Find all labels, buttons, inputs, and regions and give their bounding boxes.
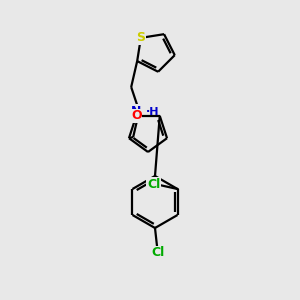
Text: O: O <box>131 109 142 122</box>
Text: Cl: Cl <box>152 247 165 260</box>
Text: Cl: Cl <box>147 178 160 190</box>
Text: ·H: ·H <box>146 107 160 117</box>
Text: N: N <box>131 105 141 118</box>
Text: S: S <box>136 32 146 44</box>
